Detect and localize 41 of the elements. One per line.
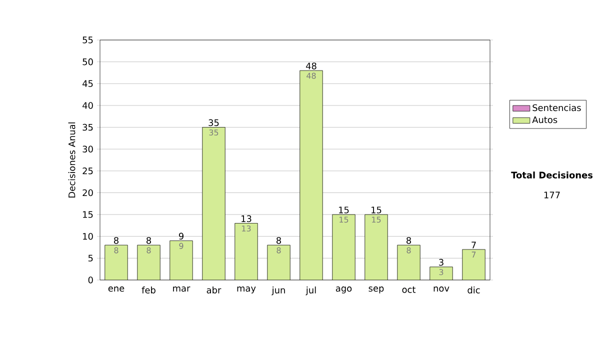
x-tick-label: nov (434, 286, 450, 292)
y-tick-label: 5 (88, 254, 93, 262)
x-tick-label: jul (306, 286, 316, 296)
total-label: 35 (208, 119, 219, 126)
total-label: 8 (276, 237, 281, 244)
y-tick-label: 40 (82, 102, 93, 109)
total-label: 48 (306, 62, 316, 70)
y-tick-label: 35 (82, 124, 93, 131)
x-tick-label: jun (272, 286, 285, 296)
x-tick-label: feb (142, 286, 156, 294)
total-label: 8 (406, 237, 411, 244)
legend-label: Autos (532, 116, 558, 124)
total-label: 7 (472, 242, 476, 248)
x-tick-label: dic (468, 286, 480, 294)
total-label: 13 (242, 215, 252, 222)
y-tick-label: 10 (83, 232, 93, 240)
total-label: 8 (146, 237, 151, 244)
y-tick-label: 45 (82, 80, 93, 87)
y-tick-label: 15 (83, 211, 93, 218)
x-tick-label: ene (108, 286, 124, 292)
x-tick-label: sep (368, 286, 384, 294)
text: Total Decisiones (511, 172, 593, 178)
total-label: 9 (178, 232, 184, 240)
x-tick-label: mar (173, 286, 190, 292)
total-label: 15 (339, 206, 349, 214)
y-axis-title: Decisiones Anual (68, 122, 76, 198)
y-tick-label: 0 (88, 276, 93, 284)
text: 177 (544, 192, 560, 198)
y-tick-label: 50 (82, 58, 93, 66)
total-label: 15 (372, 206, 382, 214)
x-tick-label: may (237, 286, 256, 294)
y-tick-label: 25 (82, 168, 93, 174)
legend-label: Sentencias (532, 104, 581, 112)
x-tick-label: abr (206, 286, 222, 294)
x-tick-label: ago (336, 286, 352, 294)
y-tick-label: 55 (82, 36, 93, 44)
total-label: 8 (114, 237, 118, 244)
x-tick-label: oct (402, 286, 416, 293)
y-tick-label: 20 (82, 189, 93, 196)
total-label: 3 (439, 258, 444, 266)
y-tick-label: 30 (82, 146, 93, 152)
